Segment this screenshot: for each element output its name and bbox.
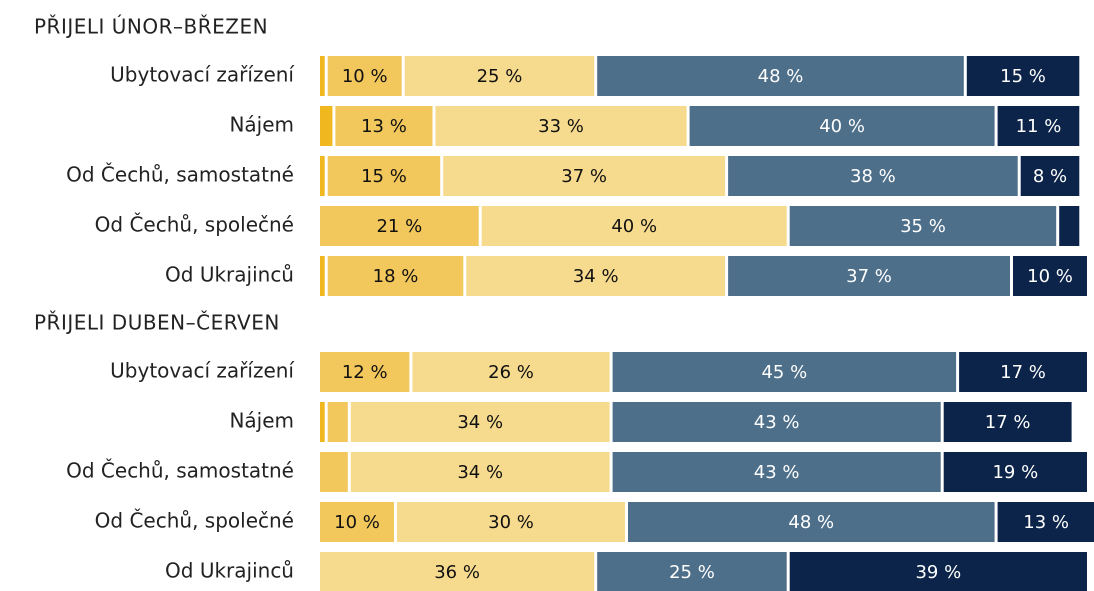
value-label: 15 % [1000,66,1046,87]
value-label: 26 % [488,362,534,383]
value-label: 8 % [1033,166,1067,187]
value-label: 37 % [561,166,607,187]
group-title: PŘIJELI DUBEN–ČERVEN [34,311,280,335]
bar-segment [966,56,1080,96]
bar-segment [320,106,333,146]
bar-segment [612,402,941,442]
group-title: PŘIJELI ÚNOR–BŘEZEN [34,15,268,39]
category-label: Od Čechů, společné [95,213,294,237]
bar-segment [320,552,595,591]
bar-segment [320,502,394,542]
category-label: Ubytovací zařízení [110,359,295,383]
bar-segment [466,256,726,296]
value-label: 19 % [992,462,1038,483]
value-label: 15 % [361,166,407,187]
category-label: Ubytovací zařízení [110,63,295,87]
value-label: 33 % [538,116,584,137]
value-label: 48 % [788,512,834,533]
category-label: Nájem [229,409,294,433]
bar-segment [959,352,1087,392]
bar-segment [320,206,479,246]
value-label: 10 % [1027,266,1073,287]
bar-segment [997,106,1080,146]
bar-segment [412,352,610,392]
category-label: Od Čechů, samostatné [66,163,294,187]
value-label: 43 % [754,412,800,433]
bar-segment [320,402,325,442]
value-label: 39 % [915,562,961,583]
bar-segment [728,256,1010,296]
bar-segment [597,552,787,591]
value-label: 18 % [373,266,419,287]
value-label: 17 % [1000,362,1046,383]
bar-segment [628,502,995,542]
bar-segment [404,56,595,96]
value-label: 45 % [761,362,807,383]
category-label: Od Ukrajinců [165,263,294,287]
value-label: 40 % [819,116,865,137]
value-label: 12 % [342,362,388,383]
value-label: 35 % [900,216,946,237]
bar-segment [789,206,1057,246]
bar-segment [943,452,1087,492]
value-label: 11 % [1016,116,1062,137]
category-label: Od Čechů, samostatné [66,459,294,483]
bar-segment [997,502,1094,542]
bar-segment [320,256,325,296]
bar-segment [397,502,625,542]
value-label: 21 % [376,216,422,237]
bar-segment [789,552,1087,591]
value-label: 48 % [758,66,804,87]
value-label: 38 % [850,166,896,187]
bar-segment [612,452,941,492]
bar-segment [943,402,1072,442]
value-label: 25 % [669,562,715,583]
bar-segment [1059,206,1080,246]
bar-segment [728,156,1018,196]
value-label: 13 % [361,116,407,137]
bar-segment [1020,156,1080,196]
bar-segment [327,156,441,196]
bar-segment [1013,256,1087,296]
value-label: 13 % [1023,512,1069,533]
bar-segment [327,402,348,442]
value-label: 10 % [342,66,388,87]
bar-segment [320,352,410,392]
category-label: Od Čechů, společné [95,509,294,533]
bar-segment [335,106,433,146]
bar-segment [327,56,402,96]
bar-segment [320,452,348,492]
value-label: 40 % [611,216,657,237]
category-label: Od Ukrajinců [165,559,294,583]
value-label: 34 % [457,462,503,483]
value-label: 43 % [754,462,800,483]
bar-segment [320,156,325,196]
bar-segment [350,402,610,442]
value-label: 25 % [477,66,523,87]
value-label: 34 % [573,266,619,287]
bar-segment [443,156,726,196]
value-label: 37 % [846,266,892,287]
bar-segment [689,106,995,146]
category-label: Nájem [229,113,294,137]
bar-segment [597,56,964,96]
bar-segment [327,256,464,296]
bar-segment [350,452,610,492]
bar-segment [612,352,957,392]
bar-segment [481,206,787,246]
bar-segment [435,106,687,146]
value-label: 17 % [985,412,1031,433]
value-label: 36 % [434,562,480,583]
value-label: 34 % [457,412,503,433]
bar-segment [320,56,325,96]
value-label: 10 % [334,512,380,533]
value-label: 30 % [488,512,534,533]
